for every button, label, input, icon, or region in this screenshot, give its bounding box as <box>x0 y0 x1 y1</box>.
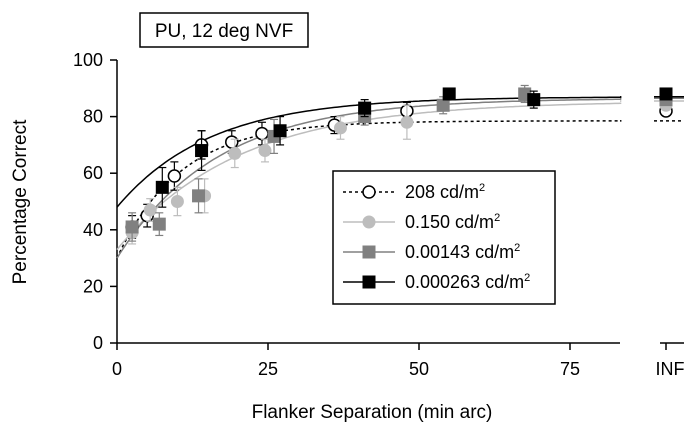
legend-superscript: 2 <box>524 272 530 284</box>
x-tick-label: 50 <box>409 359 429 379</box>
data-point <box>362 215 376 229</box>
data-points <box>125 84 673 245</box>
x-tick-label: 25 <box>258 359 278 379</box>
data-point <box>228 146 242 160</box>
data-point <box>362 245 376 259</box>
y-tick-label: 100 <box>73 50 103 70</box>
legend: 208 cd/m2 0.150 cd/m2 0.00143 cd/m2 0.00026… <box>332 170 556 305</box>
data-point <box>258 144 272 158</box>
data-point <box>143 203 157 217</box>
y-ticks: 0 20 40 60 80 100 <box>73 50 117 353</box>
data-point <box>333 121 347 135</box>
data-point <box>167 169 182 183</box>
data-point <box>170 195 184 208</box>
y-tick-label: 40 <box>83 220 103 240</box>
title-frame <box>139 12 309 48</box>
x-tick-label: 75 <box>560 359 580 379</box>
data-point <box>400 115 414 129</box>
legend-entry: 0.000263 cd/m2 <box>343 272 530 292</box>
legend-entry: 208 cd/m2 <box>343 182 485 202</box>
x-axis-label: Flanker Separation (min arc) <box>252 402 493 423</box>
y-tick-label: 0 <box>93 333 103 353</box>
x-tick-label-inf: INF <box>656 359 685 379</box>
legend-superscript: 2 <box>479 182 485 194</box>
chart-title-box: PU, 12 deg NVF <box>139 12 309 48</box>
data-point <box>362 185 376 199</box>
axes <box>116 60 684 344</box>
data-point <box>527 93 541 107</box>
y-tick-label: 60 <box>83 163 103 183</box>
legend-label: 0.150 cd/m2 <box>405 212 500 232</box>
data-point <box>125 220 139 234</box>
x-ticks: 0 25 50 75 INF <box>112 343 685 379</box>
legend-superscript: 2 <box>494 212 500 224</box>
data-point <box>442 87 456 101</box>
data-point <box>255 126 269 141</box>
data-point <box>225 135 239 149</box>
data-point <box>659 87 673 101</box>
data-point <box>152 217 166 231</box>
data-point <box>192 189 206 203</box>
data-point <box>358 101 372 115</box>
data-point <box>362 275 376 289</box>
data-point <box>195 144 209 158</box>
data-point <box>273 124 287 138</box>
x-tick-label: 0 <box>112 359 122 379</box>
series-group <box>155 87 673 208</box>
chart-title: PU, 12 deg NVF <box>155 21 293 42</box>
legend-label: 0.00143 cd/m2 <box>405 242 520 262</box>
data-point <box>155 180 169 194</box>
y-axis-label: Percentage Correct <box>10 119 31 284</box>
y-tick-label: 80 <box>83 107 103 127</box>
legend-label: 0.000263 cd/m2 <box>405 272 530 292</box>
legend-superscript: 2 <box>514 242 520 254</box>
legend-label: 208 cd/m2 <box>405 182 485 202</box>
y-tick-label: 20 <box>83 276 103 296</box>
legend-entry: 0.150 cd/m2 <box>343 212 500 232</box>
legend-entry: 0.00143 cd/m2 <box>343 242 520 262</box>
data-point <box>436 98 450 112</box>
